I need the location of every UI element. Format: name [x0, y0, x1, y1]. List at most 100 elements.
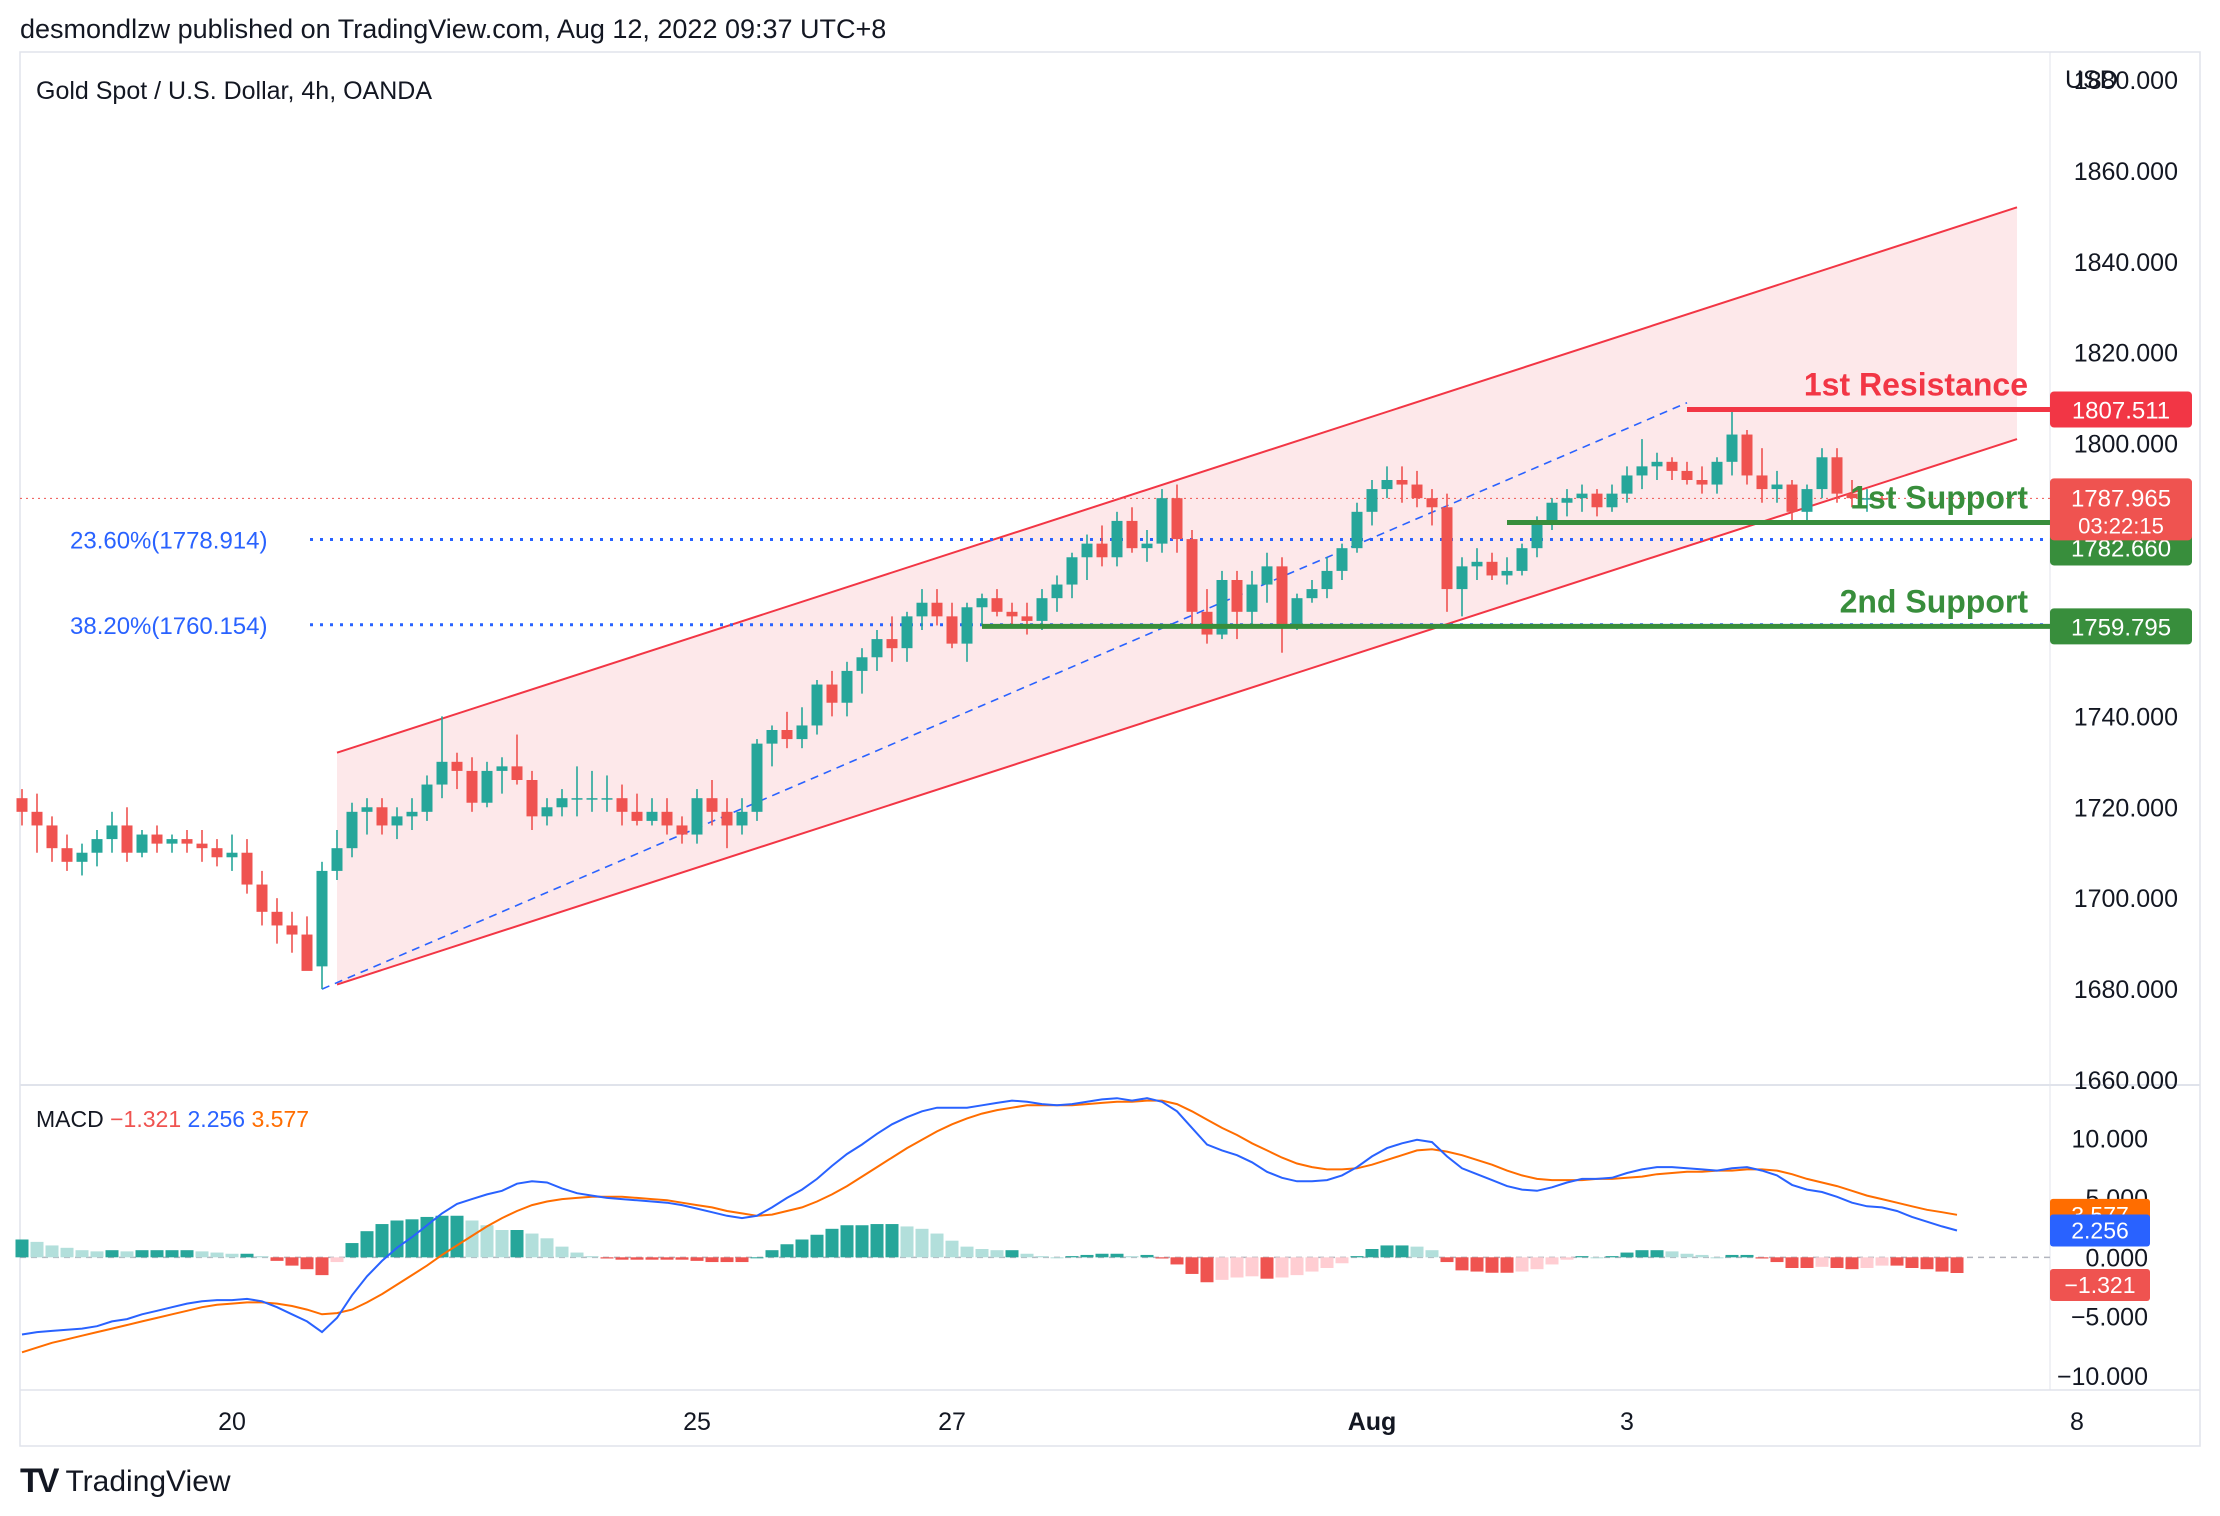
macd-histogram-bar-68: [1035, 1256, 1049, 1258]
macd-histogram-bar-49: [750, 1257, 764, 1259]
macd-histogram-bar-42: [645, 1257, 659, 1260]
macd-histogram-bar-57: [870, 1224, 884, 1258]
macd-histogram-bar-123: [1860, 1257, 1874, 1268]
candle-body: [826, 684, 838, 703]
candle-21: [331, 830, 343, 880]
macd-histogram-bar-70: [1065, 1256, 1079, 1258]
macd-histogram-bar-41: [630, 1257, 644, 1260]
candle-113: [1711, 457, 1723, 494]
candle-7: [121, 807, 133, 862]
candle-body: [1756, 475, 1768, 490]
candle-2: [46, 816, 58, 862]
candle-64: [976, 593, 988, 626]
macd-histogram-bar-106: [1605, 1256, 1619, 1258]
currency-label: USD: [2065, 66, 2118, 94]
tradingview-brand[interactable]: TV TradingView: [20, 1462, 231, 1501]
macd-histogram-bar-2: [45, 1245, 59, 1258]
macd-histogram-bar-24: [375, 1224, 389, 1258]
candle-body: [1201, 611, 1213, 635]
chart-title: Gold Spot / U.S. Dollar, 4h, OANDA: [36, 77, 432, 105]
macd-legend-value-0: −1.321: [110, 1106, 187, 1132]
candle-body: [391, 816, 403, 826]
macd-histogram-bar-13: [210, 1252, 224, 1258]
macd-histogram-bar-80: [1215, 1257, 1229, 1280]
macd-histogram-bar-121: [1830, 1257, 1844, 1268]
candle-body: [1441, 507, 1453, 590]
candle-104: [1576, 484, 1588, 512]
macd-tag-bg-macd: [2050, 1214, 2150, 1247]
macd-histogram-bar-38: [585, 1256, 599, 1258]
candle-body: [871, 639, 883, 658]
support-price-tag-2: 1759.795: [2071, 614, 2171, 641]
candle-body: [1171, 498, 1183, 540]
candle-18: [286, 911, 298, 953]
candle-25: [391, 807, 403, 840]
macd-histogram-bar-51: [780, 1244, 794, 1258]
price-pane: 23.60%(1778.914) 38.20%(1760.154): [16, 206, 2050, 990]
candle-body: [1351, 511, 1363, 549]
candle-body: [511, 766, 523, 780]
countdown-tag: 03:22:15: [2078, 513, 2164, 538]
candle-body: [76, 852, 88, 862]
candle-82: [1246, 570, 1258, 626]
macd-histogram-bar-65: [990, 1250, 1004, 1258]
macd-histogram-bar-61: [930, 1233, 944, 1258]
candle-24: [376, 798, 388, 835]
macd-histogram-bar-56: [855, 1225, 869, 1258]
candle-body: [1666, 461, 1678, 471]
macd-histogram-bar-48: [735, 1257, 749, 1263]
candle-106: [1606, 484, 1618, 512]
time-tick-2: 27: [938, 1408, 966, 1436]
candle-32: [496, 757, 508, 794]
macd-histogram-bar-87: [1320, 1257, 1334, 1268]
candle-61: [931, 589, 943, 626]
macd-histogram-bar-14: [225, 1253, 239, 1258]
candle-20: [316, 861, 328, 990]
candle-100: [1516, 543, 1528, 576]
candle-body: [736, 811, 748, 826]
candle-body: [856, 657, 868, 671]
candle-body: [1111, 520, 1123, 558]
candle-11: [181, 830, 193, 853]
fib-label-0: 23.60%(1778.914): [70, 527, 267, 554]
candle-49: [751, 739, 763, 821]
candle-31: [481, 761, 493, 808]
candle-body: [766, 730, 778, 744]
candle-48: [736, 798, 748, 835]
candle-62: [946, 602, 958, 649]
last-price-tag: 1787.965: [2071, 485, 2171, 512]
candle-body: [1501, 570, 1513, 576]
candle-body: [406, 811, 418, 817]
candle-15: [241, 839, 253, 894]
candle-body: [421, 784, 433, 812]
candle-14: [226, 834, 238, 871]
candle-88: [1336, 543, 1348, 580]
macd-histogram-bar-32: [495, 1230, 509, 1258]
time-tick-0: 20: [218, 1408, 246, 1436]
macd-histogram-bar-98: [1485, 1257, 1499, 1273]
macd-histogram-bar-77: [1170, 1257, 1184, 1265]
candle-body: [1411, 484, 1423, 499]
candle-body: [796, 725, 808, 740]
candle-body: [1021, 616, 1033, 621]
candle-96: [1456, 557, 1468, 617]
candle-37: [571, 766, 583, 817]
candle-body: [991, 598, 1003, 612]
candle-65: [991, 589, 1003, 617]
candle-body: [1186, 539, 1198, 612]
candle-body: [196, 843, 208, 849]
macd-tick-2: 0.000: [2085, 1244, 2148, 1272]
candle-79: [1201, 589, 1213, 644]
candle-body: [1636, 466, 1648, 476]
candle-35: [541, 798, 553, 826]
macd-tag-macd: 2.256: [2071, 1218, 2129, 1244]
macd-histogram-bar-15: [240, 1253, 254, 1258]
macd-histogram-bar-47: [720, 1257, 734, 1263]
macd-histogram-bar-114: [1725, 1254, 1739, 1258]
candle-body: [601, 798, 613, 800]
candle-body: [901, 616, 913, 649]
candle-57: [871, 630, 883, 671]
macd-histogram-bar-17: [270, 1257, 284, 1261]
candle-33: [511, 734, 523, 785]
